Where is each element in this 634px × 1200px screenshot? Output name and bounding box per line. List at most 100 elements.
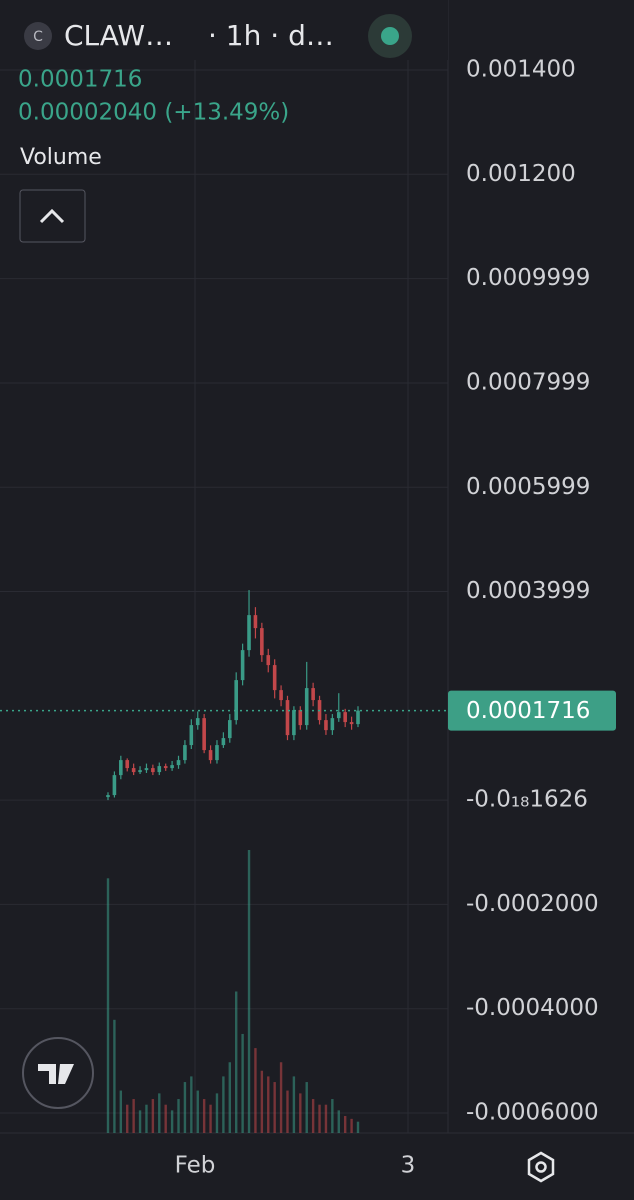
volume-bar bbox=[337, 1110, 340, 1133]
candle-body bbox=[247, 615, 251, 651]
tv-logo[interactable] bbox=[22, 1037, 94, 1109]
chevron-up bbox=[39, 208, 65, 224]
candle-body bbox=[157, 766, 162, 773]
candle-body bbox=[324, 720, 328, 731]
candle-body bbox=[311, 688, 315, 701]
candle-body bbox=[170, 765, 174, 769]
volume-bar bbox=[196, 1090, 199, 1133]
candle-body bbox=[272, 665, 277, 691]
volume-bar bbox=[113, 1019, 116, 1133]
interval[interactable]: · 1h · d… bbox=[208, 19, 334, 52]
volume-bar bbox=[222, 1076, 225, 1133]
volume-bar bbox=[267, 1076, 270, 1133]
candle-body bbox=[221, 738, 226, 746]
last-price-label: 0.0001716 bbox=[466, 698, 590, 724]
y-tick-label: 0.0005999 bbox=[466, 474, 590, 500]
volume-bar bbox=[324, 1104, 328, 1133]
last-price-tag bbox=[448, 690, 616, 731]
volume-bar bbox=[331, 1099, 334, 1133]
y-tick-label: 0.0007999 bbox=[466, 369, 590, 395]
candle-body bbox=[279, 690, 283, 701]
y-tick-label: 0.0009999 bbox=[466, 265, 590, 291]
volume-bar bbox=[138, 1110, 142, 1133]
y-tick-label: -0.0₁₈1626 bbox=[466, 787, 588, 813]
volume-bar bbox=[215, 1093, 219, 1133]
volume-bar bbox=[260, 1070, 264, 1133]
y-tick-label: -0.0006000 bbox=[466, 1100, 599, 1126]
collapse-button[interactable] bbox=[19, 189, 86, 243]
candle-body bbox=[330, 718, 335, 731]
volume-bar bbox=[235, 991, 238, 1133]
candle-body bbox=[119, 760, 123, 776]
volume-bar bbox=[299, 1093, 302, 1133]
volume-bar bbox=[183, 1082, 187, 1133]
symbol-initial: C bbox=[33, 29, 43, 45]
candle-body bbox=[266, 655, 271, 666]
candle-body bbox=[215, 745, 219, 761]
volume-bar bbox=[170, 1110, 174, 1133]
volume-bar bbox=[106, 878, 110, 1133]
price: 0.0001716 bbox=[18, 67, 142, 93]
volume-bar bbox=[119, 1090, 123, 1133]
candle-body bbox=[189, 725, 194, 746]
candle-body bbox=[260, 628, 264, 656]
candle-body bbox=[183, 745, 187, 761]
candle-body bbox=[234, 680, 239, 721]
candle-body bbox=[138, 770, 142, 773]
candle-body bbox=[292, 710, 296, 736]
volume-bar bbox=[292, 1076, 296, 1133]
candle-body bbox=[285, 700, 290, 736]
candle-body bbox=[240, 650, 245, 681]
volume-bar bbox=[343, 1116, 347, 1133]
candle-body bbox=[195, 718, 200, 726]
volume-bar bbox=[177, 1099, 180, 1133]
volume-bar bbox=[305, 1082, 308, 1133]
volume-bar bbox=[279, 1062, 283, 1133]
settings-icon[interactable] bbox=[527, 1151, 555, 1183]
candle-body bbox=[227, 720, 232, 739]
volume-bar bbox=[151, 1099, 155, 1133]
candle-body bbox=[144, 768, 149, 771]
candle-body bbox=[176, 760, 181, 766]
y-tick-label: 0.0003999 bbox=[466, 578, 590, 604]
volume-bar bbox=[126, 1104, 129, 1133]
volume-bar bbox=[228, 1062, 231, 1133]
candle-body bbox=[163, 766, 168, 769]
x-tick-label: 3 bbox=[401, 1153, 416, 1179]
volume-bar bbox=[190, 1076, 193, 1133]
candle-body bbox=[349, 722, 354, 725]
candle-body bbox=[106, 795, 110, 798]
y-tick-label: -0.0004000 bbox=[466, 995, 599, 1021]
candle-body bbox=[151, 768, 155, 773]
candle-body bbox=[304, 688, 309, 726]
candle-body bbox=[131, 768, 136, 773]
volume-bar bbox=[273, 1082, 276, 1133]
change: 0.00002040 (+13.49%) bbox=[18, 100, 289, 126]
candle-body bbox=[253, 615, 258, 629]
symbol-icon bbox=[24, 22, 52, 50]
candle-body bbox=[202, 718, 206, 751]
volume-bar bbox=[132, 1099, 135, 1133]
y-tick-label: -0.0002000 bbox=[466, 891, 599, 917]
y-tick-label: 0.001400 bbox=[466, 57, 576, 83]
plot bbox=[0, 69, 448, 1133]
volume-bar bbox=[202, 1099, 206, 1133]
status-dot bbox=[381, 27, 399, 45]
y-tick-label: 0.001200 bbox=[466, 161, 576, 187]
candle-body bbox=[298, 710, 303, 726]
volume-label: Volume bbox=[20, 145, 102, 170]
candle-body bbox=[208, 750, 213, 761]
volume-bar bbox=[311, 1099, 315, 1133]
volume-bar bbox=[318, 1104, 321, 1133]
volume-bar bbox=[356, 1121, 360, 1133]
candle-body bbox=[125, 760, 130, 769]
symbol[interactable]: CLAW… bbox=[64, 19, 173, 52]
settings-center bbox=[535, 1161, 547, 1173]
x-tick-label: Feb bbox=[175, 1153, 216, 1179]
volume-bar bbox=[286, 1090, 289, 1133]
volume-bar bbox=[247, 850, 251, 1133]
volume-bar bbox=[164, 1104, 167, 1133]
volume-bar bbox=[145, 1104, 148, 1133]
